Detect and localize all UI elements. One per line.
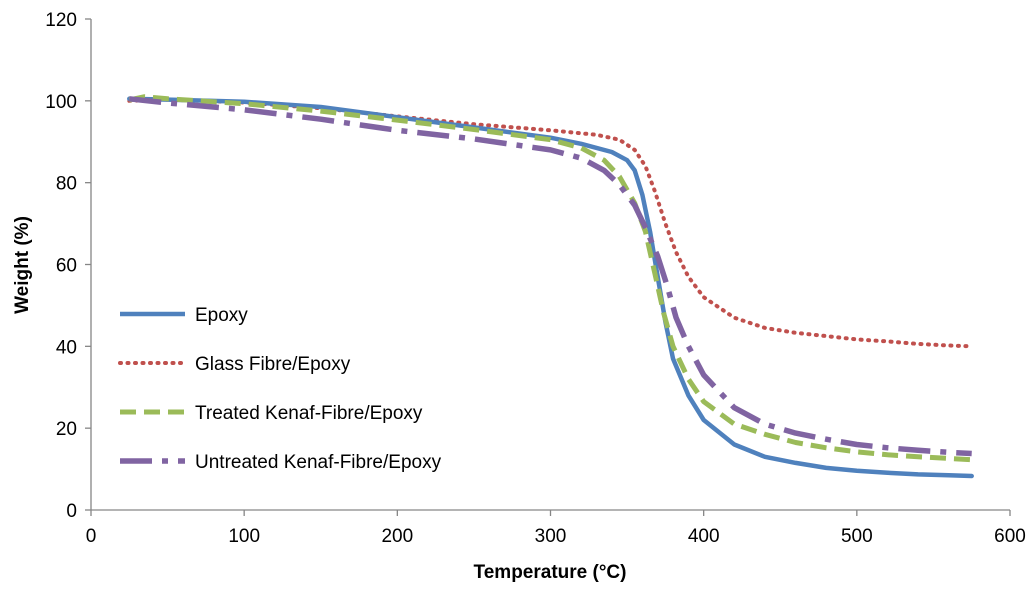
- series-line-untreated-kenaf-fibre-epoxy: [129, 96, 972, 457]
- series-layer: [127, 94, 974, 479]
- x-tick-label: 0: [86, 526, 97, 547]
- x-axis-title: Temperature (°C): [474, 562, 627, 583]
- y-tick-label: 80: [56, 174, 77, 195]
- y-tick-label: 60: [56, 256, 77, 277]
- y-tick-label: 20: [56, 419, 77, 440]
- legend-item-epoxy: Epoxy: [120, 305, 248, 326]
- tick-labels: 0 100 200 300 400 500 600 0 20 40 60 80 100 120: [45, 10, 1026, 547]
- x-tick-label: 400: [688, 526, 720, 547]
- ticks: [85, 18, 1011, 516]
- axes: [90, 19, 1010, 511]
- y-tick-label: 0: [66, 501, 77, 522]
- legend-item-glass-fibre: Glass Fibre/Epoxy: [118, 354, 351, 375]
- x-tick-label: 600: [994, 526, 1026, 547]
- y-tick-label: 120: [45, 10, 77, 31]
- y-tick-label: 40: [56, 337, 77, 358]
- legend-item-untreated-kenaf: Untreated Kenaf-Fibre/Epoxy: [120, 452, 442, 473]
- series-line-treated-kenaf-fibre-epoxy: [128, 94, 972, 463]
- y-tick-label: 100: [45, 92, 77, 113]
- x-tick-label: 300: [535, 526, 567, 547]
- x-tick-label: 500: [841, 526, 873, 547]
- legend-label-treated-kenaf: Treated Kenaf-Fibre/Epoxy: [195, 403, 423, 424]
- legend-label-untreated-kenaf: Untreated Kenaf-Fibre/Epoxy: [195, 452, 442, 473]
- x-tick-label: 100: [228, 526, 260, 547]
- y-axis-title: Weight (%): [12, 216, 33, 314]
- legend-item-treated-kenaf: Treated Kenaf-Fibre/Epoxy: [120, 403, 423, 424]
- legend-label-glass-fibre: Glass Fibre/Epoxy: [195, 354, 351, 375]
- x-tick-label: 200: [381, 526, 413, 547]
- legend: Epoxy Glass Fibre/Epoxy Treated Kenaf-Fi…: [118, 305, 442, 473]
- legend-label-epoxy: Epoxy: [195, 305, 248, 326]
